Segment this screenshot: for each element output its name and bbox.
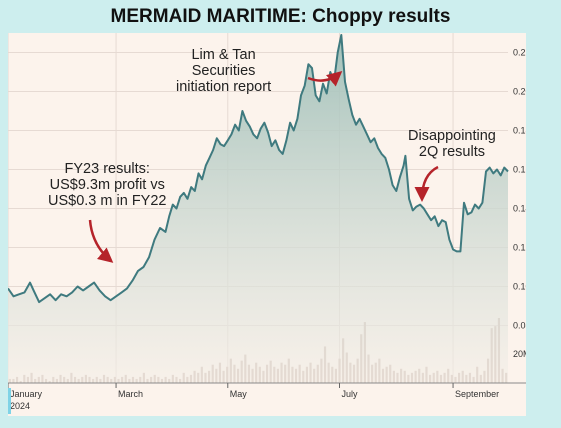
annotation-2q-results: Disappointing 2Q results xyxy=(408,128,496,160)
x-tick-sublabel: 2024 xyxy=(10,401,30,411)
arrow-2q-results xyxy=(414,165,439,202)
volume-tick-label: 20M xyxy=(513,349,526,359)
price-area xyxy=(8,35,508,383)
y-tick-label: 0.08 xyxy=(513,321,526,331)
y-tick-label: 0.12 xyxy=(513,243,526,253)
x-tick-label: July xyxy=(342,389,359,399)
annotation-lim-tan-line-2: Securities xyxy=(191,63,256,79)
price-line xyxy=(8,34,509,304)
annotation-fy23-line-3: US$0.3 m in FY22 xyxy=(48,193,167,209)
y-tick-label: 0.18 xyxy=(513,126,526,136)
chart-title: MERMAID MARITIME: Choppy results xyxy=(110,6,451,27)
y-tick-label: 0.10 xyxy=(513,282,526,292)
annotation-2q-line-1: Disappointing xyxy=(408,128,496,144)
arrow-lim-tan xyxy=(307,71,343,87)
y-tick-label: 0.22 xyxy=(513,48,526,58)
y-tick-label: 0.14 xyxy=(513,204,526,214)
annotation-fy23-results: FY23 results: US$9.3m profit vs US$0.3 m… xyxy=(48,161,166,209)
chart-svg: 0.22 0.20 0.18 0.16 0.14 0.12 0.10 0.08 20M Janua… xyxy=(8,33,526,414)
y-tick-label: 0.20 xyxy=(513,87,526,97)
arrow-fy23-results xyxy=(88,219,114,263)
annotation-lim-tan-line-1: Lim & Tan xyxy=(191,47,256,63)
annotation-fy23-line-2: US$9.3m profit vs xyxy=(49,177,165,193)
x-tick-label: May xyxy=(230,389,248,399)
x-tick-label: January xyxy=(10,389,43,399)
x-tick-label: September xyxy=(455,389,499,399)
y-tick-label: 0.16 xyxy=(513,165,526,175)
plot-area: 0.22 0.20 0.18 0.16 0.14 0.12 0.10 0.08 20M Janua… xyxy=(8,33,526,416)
left-accent xyxy=(8,388,11,414)
annotation-lim-tan-line-3: initiation report xyxy=(176,79,272,95)
annotation-lim-tan: Lim & Tan Securities initiation report xyxy=(176,47,271,95)
x-tick-label: March xyxy=(118,389,143,399)
annotation-fy23-line-1: FY23 results: xyxy=(64,161,150,177)
annotation-2q-line-2: 2Q results xyxy=(418,144,485,160)
